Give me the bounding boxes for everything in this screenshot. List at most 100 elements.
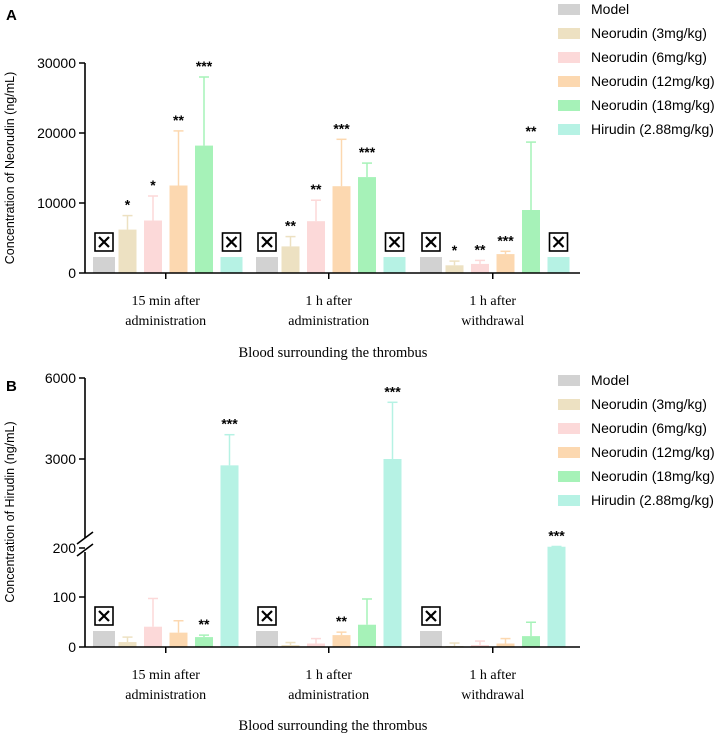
significance-label: *** — [359, 144, 376, 160]
x-mark-icon — [425, 236, 437, 248]
legend-label: Model — [591, 372, 629, 388]
x-tick-label: administration — [288, 314, 369, 329]
y-tick-label: 200 — [53, 540, 77, 556]
bar — [358, 624, 376, 647]
significance-label: *** — [548, 527, 565, 543]
bar — [195, 145, 213, 273]
x-mark-icon — [388, 236, 401, 248]
x-tick-label: 1 h after — [305, 668, 352, 683]
bar — [281, 645, 300, 647]
legend-swatch — [558, 52, 580, 63]
bar-placeholder — [220, 257, 243, 273]
legend-swatch — [558, 471, 580, 482]
x-axis-title: Blood surrounding the thrombus — [239, 345, 428, 361]
x-axis-title: Blood surrounding the thrombus — [239, 718, 428, 734]
y-tick-label: 30000 — [37, 55, 76, 71]
axis-break-icon — [76, 531, 94, 557]
bar-placeholder — [547, 257, 570, 273]
y-axis-label: Concentration of Hirudin (ng/mL) — [3, 421, 17, 602]
significance-label: ** — [311, 181, 322, 197]
significance-label: *** — [497, 232, 514, 248]
x-tick-label: 1 h after — [305, 294, 352, 309]
significance-label: *** — [221, 416, 238, 432]
bar — [307, 643, 325, 647]
significance-label: ** — [526, 123, 537, 139]
x-mark-icon — [225, 236, 238, 248]
bar — [471, 645, 489, 647]
legend-label: Hirudin (2.88mg/kg) — [591, 492, 714, 508]
y-tick-label: 0 — [68, 265, 76, 281]
bar-placeholder — [420, 257, 442, 273]
bar-placeholder — [420, 631, 442, 647]
x-tick-label: 15 min after — [132, 294, 201, 309]
legend-label: Neorudin (18mg/kg) — [591, 97, 715, 113]
significance-label: *** — [196, 58, 213, 74]
legend-swatch — [558, 423, 580, 434]
legend-swatch — [558, 28, 580, 39]
significance-label: *** — [384, 383, 401, 399]
legend-label: Neorudin (18mg/kg) — [591, 468, 715, 484]
bar — [358, 177, 376, 273]
x-mark-icon — [98, 236, 110, 248]
y-tick-label: 3000 — [45, 451, 76, 467]
bar — [522, 636, 540, 647]
x-tick-label: administration — [125, 314, 206, 329]
x-tick-label: administration — [288, 688, 369, 703]
bar — [195, 637, 213, 647]
y-tick-label: 20000 — [37, 125, 76, 141]
bar-placeholder — [256, 257, 278, 273]
x-mark-icon — [261, 610, 273, 622]
bar-placeholder — [383, 257, 406, 273]
significance-label: * — [150, 177, 156, 193]
x-mark-icon — [98, 610, 110, 622]
legend-swatch — [558, 375, 580, 386]
bar — [383, 548, 402, 647]
legend-label: Neorudin (6mg/kg) — [591, 49, 707, 65]
x-mark-icon — [552, 236, 565, 248]
x-tick-label: 15 min after — [132, 668, 201, 683]
legend-label: Model — [591, 1, 629, 17]
legend-label: Neorudin (6mg/kg) — [591, 420, 707, 436]
legend-swatch — [558, 495, 580, 506]
legend-swatch — [558, 76, 580, 87]
bar — [445, 265, 464, 273]
bar-placeholder — [93, 631, 115, 647]
bar — [169, 632, 188, 647]
significance-label: *** — [333, 120, 350, 136]
bar — [144, 626, 162, 647]
y-tick-label: 100 — [53, 589, 77, 605]
legend-swatch — [558, 399, 580, 410]
bar — [383, 459, 402, 548]
legend-swatch — [558, 124, 580, 135]
bar-placeholder — [93, 257, 115, 273]
legend-swatch — [558, 100, 580, 111]
significance-label: * — [452, 242, 458, 258]
significance-label: ** — [475, 241, 486, 257]
bar — [220, 548, 239, 647]
significance-label: * — [125, 197, 131, 213]
legend-label: Hirudin (2.88mg/kg) — [591, 121, 714, 137]
bar — [547, 546, 566, 549]
legend-swatch — [558, 447, 580, 458]
x-tick-label: administration — [125, 688, 206, 703]
bar-placeholder — [256, 631, 278, 647]
significance-label: ** — [336, 613, 347, 629]
x-mark-icon — [261, 236, 273, 248]
bar — [169, 185, 188, 273]
bar — [332, 635, 351, 647]
x-mark-icon — [425, 610, 437, 622]
bar — [281, 246, 300, 273]
bar — [496, 254, 515, 273]
bar — [118, 642, 137, 647]
x-tick-label: withdrawal — [461, 314, 524, 329]
y-tick-label: 0 — [68, 639, 76, 655]
legend-label: Neorudin (3mg/kg) — [591, 25, 707, 41]
bar — [220, 465, 239, 548]
x-tick-label: 1 h after — [469, 668, 516, 683]
x-tick-label: withdrawal — [461, 688, 524, 703]
bar — [332, 186, 351, 273]
bar — [307, 221, 325, 273]
